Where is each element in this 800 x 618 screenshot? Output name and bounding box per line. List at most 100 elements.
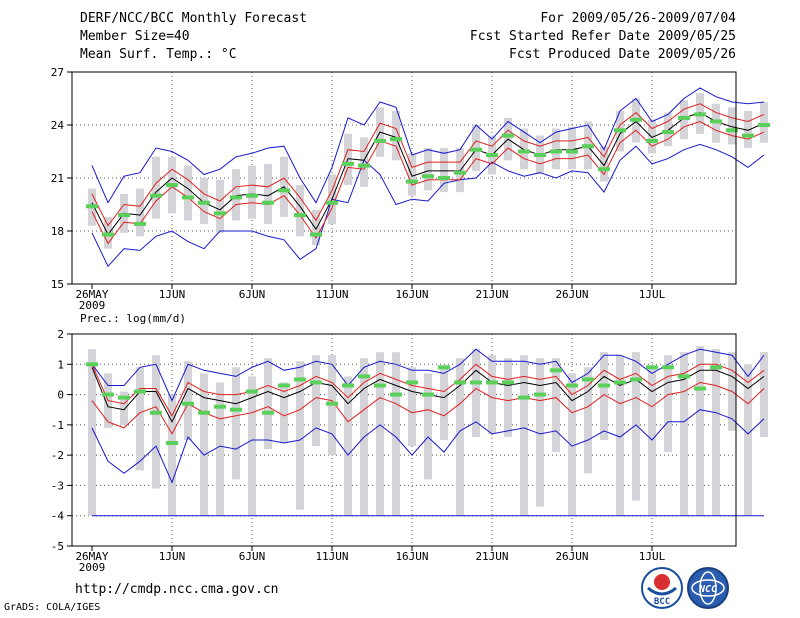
median-marker (278, 188, 290, 193)
spread-bar (408, 367, 416, 447)
spread-bar (728, 107, 736, 145)
median-marker (502, 380, 514, 385)
spread-bar (152, 156, 160, 219)
median-marker (486, 153, 498, 158)
spread-bar (120, 391, 128, 425)
median-marker (182, 401, 194, 406)
ncc-logo: NCC (687, 567, 729, 609)
x-year-label: 2009 (79, 561, 106, 574)
median-marker (166, 183, 178, 188)
spread-bar (712, 349, 720, 516)
spread-bar (312, 355, 320, 447)
spread-bar (552, 128, 560, 170)
x-tick-label: 1JUL (639, 288, 666, 301)
series-lower-outer (91, 409, 765, 484)
median-marker (662, 130, 674, 135)
y-tick-label: 24 (51, 119, 65, 132)
spread-bar (280, 382, 288, 444)
plot-frame (71, 71, 737, 285)
median-marker (566, 149, 578, 154)
y-tick-label: 27 (51, 66, 64, 79)
spread-bar (648, 367, 656, 516)
x-tick-label: 21JUN (475, 288, 508, 301)
spread-bar (440, 147, 448, 193)
median-marker (454, 380, 466, 385)
median-marker (246, 389, 258, 394)
median-marker (630, 117, 642, 122)
spread-bar (552, 358, 560, 453)
median-marker (758, 123, 770, 127)
median-marker (246, 193, 258, 198)
spread-bar (232, 367, 240, 480)
median-marker (486, 380, 498, 385)
median-marker (230, 407, 242, 412)
median-marker (422, 174, 434, 179)
spread-bar (136, 188, 144, 237)
x-tick-label: 11JUN (315, 550, 348, 563)
spread-bar (456, 358, 464, 516)
median-marker (582, 144, 594, 149)
spread-bar (616, 355, 624, 516)
median-marker (406, 179, 418, 184)
precipitation-panel: -5 -4 -3 -2 -1 0 1 2 26MAY 1JUN 6JUN 11JUN 16JUN 21JU… (51, 328, 768, 574)
median-marker (566, 383, 578, 388)
median-marker (214, 211, 226, 216)
website-url[interactable]: http://cmdp.ncc.cma.gov.cn (75, 582, 279, 597)
median-marker (470, 147, 482, 152)
median-marker (406, 380, 418, 385)
median-marker (358, 163, 370, 168)
spread-bar (264, 163, 272, 224)
median-marker (454, 170, 466, 175)
median-marker (614, 380, 626, 385)
spread-bar (520, 355, 528, 516)
spread-bar (600, 352, 608, 440)
median-marker (694, 112, 706, 117)
median-marker (438, 176, 450, 180)
spread-bar (296, 361, 304, 510)
spread-bar (200, 373, 208, 516)
spread-bar (392, 110, 400, 161)
chart-title: DERF/NCC/BCC Monthly Forecast (80, 11, 307, 26)
spread-bar (312, 209, 320, 246)
median-marker (182, 195, 194, 200)
y-tick-label: -5 (51, 540, 64, 553)
median-marker (278, 383, 290, 388)
svg-text:NCC: NCC (698, 584, 717, 595)
median-marker (502, 133, 514, 138)
spread-bar (680, 352, 688, 516)
x-tick-label: 16JUN (395, 288, 428, 301)
median-marker (726, 128, 738, 133)
median-marker (166, 441, 178, 446)
spread-bar (664, 355, 672, 453)
median-marker (310, 380, 322, 385)
y-tick-label: 15 (51, 278, 64, 291)
spread-bar (168, 394, 176, 516)
median-marker (646, 365, 658, 370)
fcst-produced-date: Fcst Produced Date 2009/05/26 (509, 47, 736, 62)
forecast-period: For 2009/05/26-2009/07/04 (540, 11, 736, 26)
x-tick-label: 21JUN (475, 550, 508, 563)
spread-bar (344, 376, 352, 516)
median-marker (534, 392, 546, 397)
spread-bar (136, 367, 144, 471)
median-marker (742, 133, 754, 138)
median-marker (422, 392, 434, 397)
spread-bar (568, 126, 576, 170)
median-marker (710, 119, 722, 124)
median-marker (598, 167, 610, 172)
median-marker (118, 395, 130, 400)
median-marker (86, 204, 98, 209)
median-marker (678, 374, 690, 379)
median-marker (358, 374, 370, 379)
median-marker (694, 386, 706, 391)
median-marker (518, 395, 530, 400)
median-marker (390, 392, 402, 397)
x-tick-label: 26JUN (555, 550, 588, 563)
precip-label: Prec.: log(mm/d) (80, 312, 186, 325)
series-lower-inner (91, 120, 765, 245)
median-marker (710, 365, 722, 370)
y-tick-label: -4 (51, 510, 65, 523)
median-marker (198, 200, 210, 205)
median-marker (550, 368, 562, 373)
